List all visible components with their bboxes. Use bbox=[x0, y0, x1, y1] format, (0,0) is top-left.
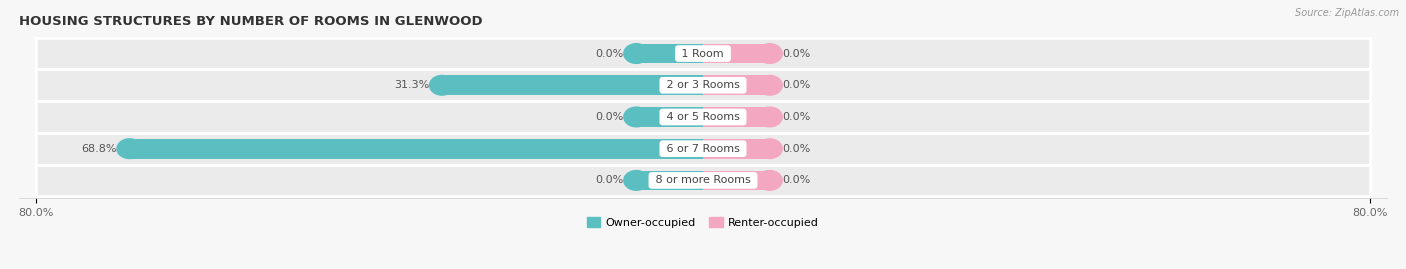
Text: 0.0%: 0.0% bbox=[596, 48, 624, 59]
FancyBboxPatch shape bbox=[37, 165, 1369, 196]
FancyBboxPatch shape bbox=[37, 133, 1369, 165]
Text: 0.0%: 0.0% bbox=[782, 175, 810, 185]
Text: 2 or 3 Rooms: 2 or 3 Rooms bbox=[662, 80, 744, 90]
Bar bbox=[703, 75, 769, 95]
FancyBboxPatch shape bbox=[37, 101, 1369, 133]
Legend: Owner-occupied, Renter-occupied: Owner-occupied, Renter-occupied bbox=[586, 217, 820, 228]
Bar bbox=[703, 44, 769, 63]
Bar bbox=[637, 107, 703, 127]
Ellipse shape bbox=[758, 44, 782, 63]
FancyBboxPatch shape bbox=[37, 69, 1369, 101]
Text: 1 Room: 1 Room bbox=[679, 48, 727, 59]
Text: 31.3%: 31.3% bbox=[394, 80, 430, 90]
Text: 4 or 5 Rooms: 4 or 5 Rooms bbox=[662, 112, 744, 122]
Bar bbox=[441, 75, 703, 95]
Text: HOUSING STRUCTURES BY NUMBER OF ROOMS IN GLENWOOD: HOUSING STRUCTURES BY NUMBER OF ROOMS IN… bbox=[20, 15, 484, 28]
Bar bbox=[703, 107, 769, 127]
Bar bbox=[129, 139, 703, 158]
Text: 68.8%: 68.8% bbox=[82, 144, 117, 154]
Ellipse shape bbox=[117, 139, 142, 158]
Ellipse shape bbox=[758, 75, 782, 95]
Text: 0.0%: 0.0% bbox=[596, 112, 624, 122]
Ellipse shape bbox=[758, 171, 782, 190]
Ellipse shape bbox=[758, 139, 782, 158]
Bar bbox=[703, 139, 769, 158]
Ellipse shape bbox=[758, 107, 782, 127]
Text: 0.0%: 0.0% bbox=[782, 48, 810, 59]
Text: Source: ZipAtlas.com: Source: ZipAtlas.com bbox=[1295, 8, 1399, 18]
Bar bbox=[637, 171, 703, 190]
Ellipse shape bbox=[624, 107, 648, 127]
Text: 0.0%: 0.0% bbox=[596, 175, 624, 185]
Text: 0.0%: 0.0% bbox=[782, 144, 810, 154]
Text: 0.0%: 0.0% bbox=[782, 80, 810, 90]
Bar bbox=[637, 44, 703, 63]
Text: 6 or 7 Rooms: 6 or 7 Rooms bbox=[662, 144, 744, 154]
FancyBboxPatch shape bbox=[37, 38, 1369, 69]
Ellipse shape bbox=[430, 75, 454, 95]
Text: 8 or more Rooms: 8 or more Rooms bbox=[652, 175, 754, 185]
Ellipse shape bbox=[624, 44, 648, 63]
Text: 0.0%: 0.0% bbox=[782, 112, 810, 122]
Bar bbox=[703, 171, 769, 190]
Ellipse shape bbox=[624, 171, 648, 190]
